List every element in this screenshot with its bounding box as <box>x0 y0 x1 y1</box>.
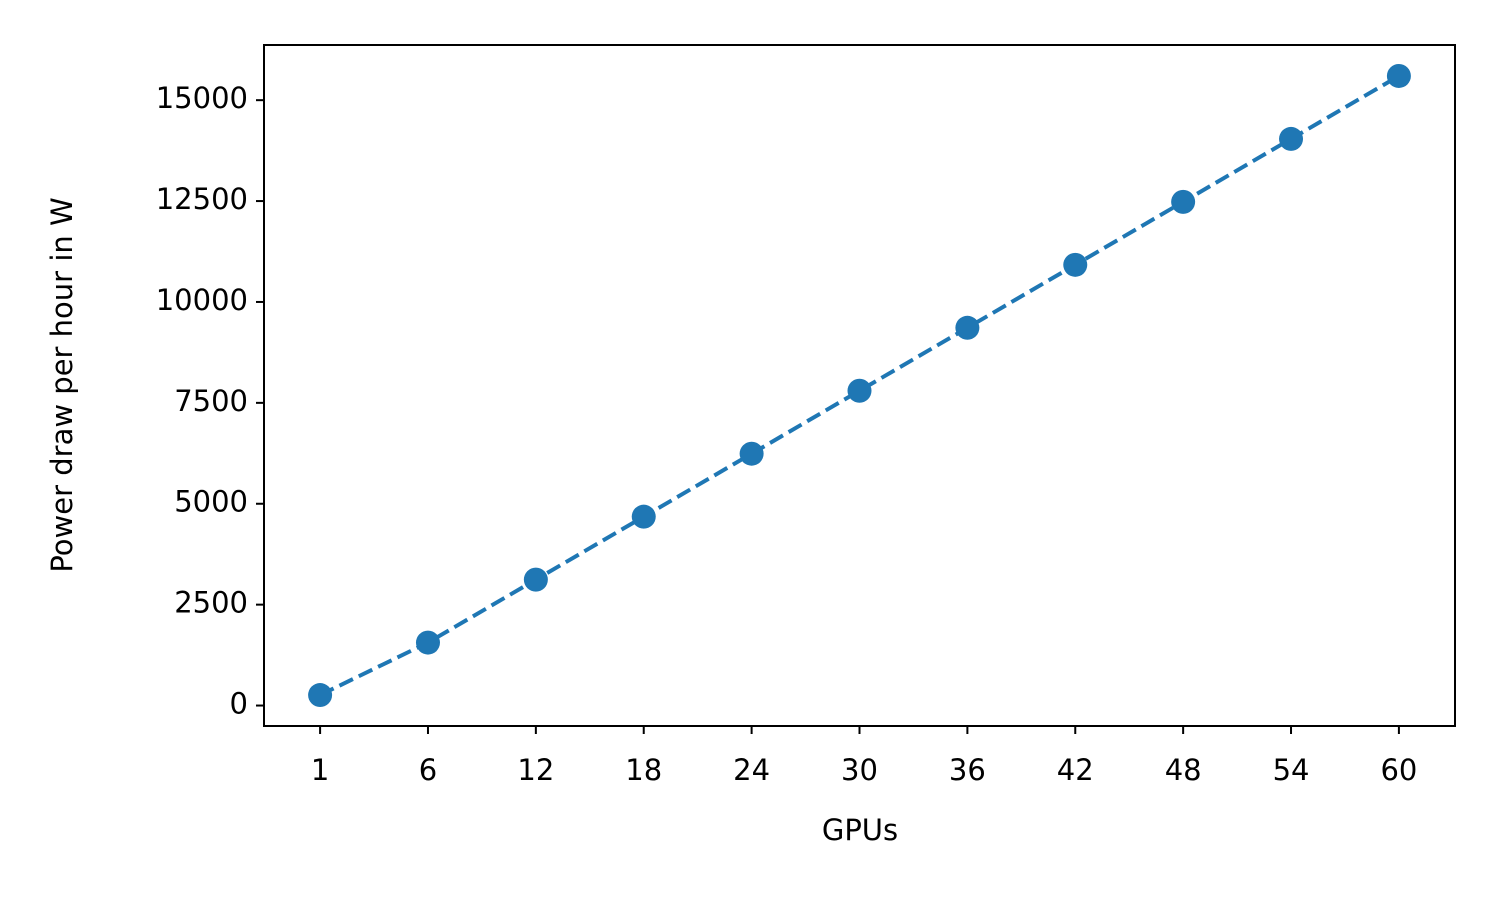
y-tick-label: 10000 <box>156 283 248 317</box>
marker <box>308 683 333 708</box>
y-tick-label: 12500 <box>156 182 248 216</box>
y-axis-label: Power draw per hour in W <box>45 197 79 572</box>
x-tick-label: 6 <box>419 753 437 787</box>
x-tick-label: 48 <box>1165 753 1202 787</box>
marker <box>1171 189 1196 214</box>
x-tick-label: 60 <box>1380 753 1417 787</box>
y-tick-label: 0 <box>230 687 248 721</box>
x-tick-label: 36 <box>949 753 986 787</box>
x-tick-label: 1 <box>311 753 329 787</box>
marker <box>631 504 656 529</box>
marker <box>415 630 440 655</box>
plot-frame <box>263 44 1456 727</box>
x-tick-label: 18 <box>625 753 662 787</box>
y-tick-label: 7500 <box>174 384 248 418</box>
line <box>319 74 1400 697</box>
y-tick-label: 2500 <box>174 586 248 620</box>
y-tick-label: 5000 <box>174 485 248 519</box>
x-tick-label: 42 <box>1057 753 1094 787</box>
x-axis-label: GPUs <box>822 813 898 847</box>
marker <box>1063 252 1088 277</box>
x-tick-label: 24 <box>733 753 770 787</box>
x-tick-label: 54 <box>1273 753 1310 787</box>
marker <box>955 315 980 340</box>
marker <box>523 567 548 592</box>
marker <box>847 378 872 403</box>
marker <box>739 441 764 466</box>
marker <box>1386 63 1411 88</box>
y-tick-label: 15000 <box>156 81 248 115</box>
x-tick-label: 30 <box>841 753 878 787</box>
marker <box>1279 126 1304 151</box>
x-tick-label: 12 <box>517 753 554 787</box>
